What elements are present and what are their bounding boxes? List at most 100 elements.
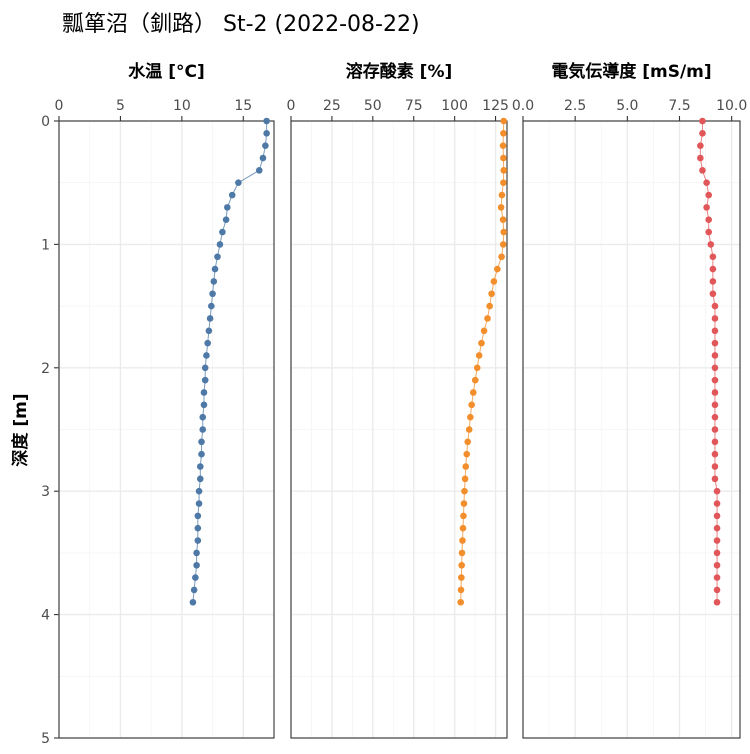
data-point [473, 364, 481, 372]
panel-1: 0 5 10 15 水温 [°C] [55, 61, 275, 739]
data-point [255, 167, 263, 174]
y-tick-label: 5 [41, 731, 50, 747]
x-tick-label: 5.0 [616, 98, 638, 114]
data-point [459, 524, 467, 532]
data-point [711, 401, 719, 409]
y-tick-label: 4 [41, 608, 50, 624]
data-point [199, 413, 207, 421]
data-point [711, 302, 719, 310]
data-point [703, 204, 710, 211]
data-point [499, 142, 507, 149]
data-point [490, 278, 498, 285]
data-point [196, 475, 204, 483]
data-point [461, 487, 468, 495]
x-tick-label: 10.0 [716, 98, 747, 114]
data-point [216, 241, 224, 248]
data-point [195, 500, 203, 507]
data-point [697, 142, 704, 149]
data-point [713, 512, 721, 520]
data-point [494, 265, 501, 273]
data-point [713, 537, 721, 544]
data-point [222, 216, 230, 224]
x-tick-label: 0 [55, 98, 64, 114]
data-point [193, 561, 200, 569]
panel-title: 水温 [°C] [128, 61, 204, 82]
data-point [484, 315, 491, 322]
data-point [461, 475, 469, 483]
panel-border [58, 120, 275, 739]
x-tick-label: 7.5 [668, 98, 690, 114]
series-line [192, 121, 268, 603]
data-point [711, 327, 719, 335]
data-point [711, 438, 719, 446]
data-point [193, 549, 200, 557]
x-tick-label: 0.0 [512, 98, 534, 114]
data-point [711, 426, 719, 433]
data-point [209, 290, 216, 298]
data-point [713, 487, 721, 495]
data-point [205, 327, 213, 335]
data-point [204, 339, 211, 347]
x-tick-label: 100 [441, 98, 468, 114]
data-point [457, 586, 465, 594]
data-point [192, 574, 199, 581]
data-point [713, 574, 721, 581]
panel-border [290, 120, 508, 739]
data-point [711, 475, 719, 483]
panel-3: 0.0 2.5 5.0 7.5 10.0 電気伝導度 [mS/m] [512, 61, 747, 739]
x-tick-label: 25 [323, 98, 341, 114]
data-point [709, 278, 717, 285]
data-point [498, 253, 505, 261]
data-point [201, 376, 209, 384]
data-point [488, 290, 495, 298]
data-point [713, 500, 721, 507]
data-point [703, 179, 710, 186]
data-point [201, 364, 209, 372]
y-tick-label: 1 [41, 237, 50, 253]
data-point [235, 179, 242, 186]
data-point [705, 216, 713, 224]
data-point [500, 228, 508, 236]
data-point [499, 216, 507, 224]
data-point [198, 450, 205, 458]
data-point [707, 241, 715, 248]
data-point [497, 204, 505, 211]
data-point [463, 450, 471, 458]
data-point [259, 154, 267, 162]
data-point [713, 586, 721, 594]
data-point [198, 438, 205, 446]
data-point [711, 364, 719, 372]
data-point [709, 265, 717, 273]
data-point [190, 586, 198, 594]
data-point [228, 191, 236, 199]
data-point [711, 463, 719, 470]
data-point [711, 352, 719, 359]
data-point [200, 389, 208, 396]
data-point [468, 401, 475, 409]
data-point [196, 463, 204, 470]
data-point [199, 426, 207, 433]
data-point [711, 450, 719, 458]
x-tick-label: 125 [482, 98, 509, 114]
data-point [194, 537, 202, 544]
data-point [500, 179, 507, 186]
data-point [462, 463, 470, 470]
data-point [500, 117, 508, 125]
data-point [460, 500, 468, 507]
series-line [699, 121, 718, 603]
data-point [699, 117, 706, 125]
data-point [224, 204, 231, 211]
data-point [500, 167, 508, 174]
data-point [214, 253, 221, 261]
data-point [262, 142, 269, 149]
data-point [500, 154, 507, 162]
series-line [460, 120, 505, 603]
data-point [210, 278, 218, 285]
data-point [711, 315, 719, 322]
data-point [208, 302, 215, 310]
data-point [460, 512, 467, 520]
data-point [478, 339, 485, 347]
